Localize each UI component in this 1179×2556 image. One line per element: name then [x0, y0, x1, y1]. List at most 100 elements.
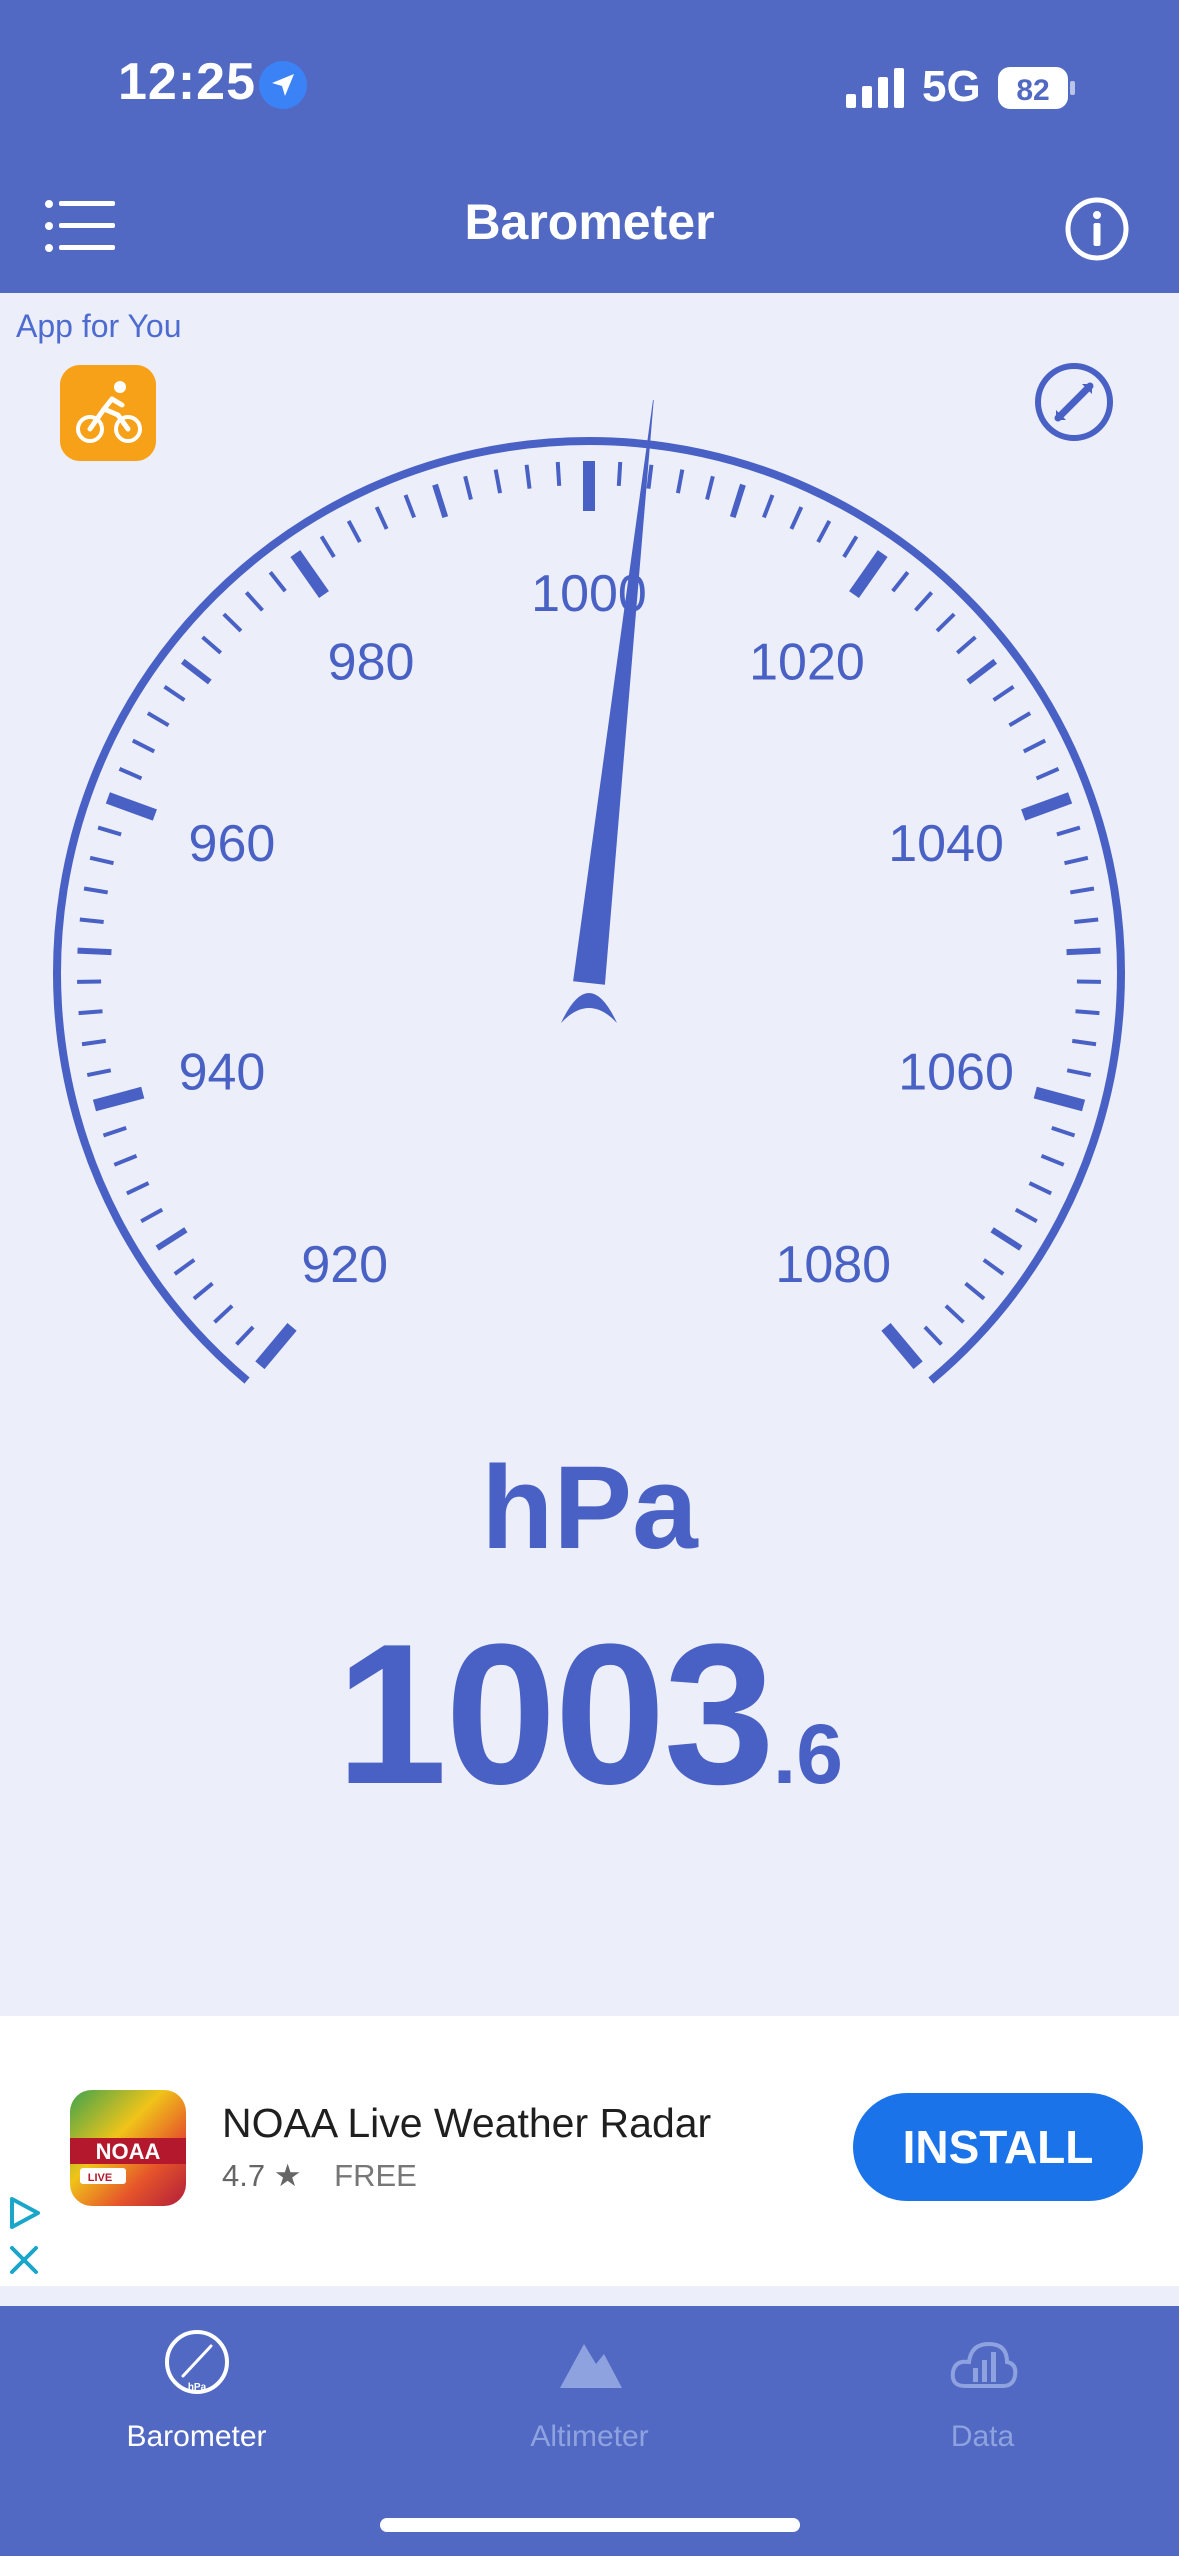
pressure-reading-fraction: .6 — [772, 1707, 843, 1801]
gauge-minor-tick — [816, 519, 832, 544]
gauge-minor-tick — [403, 494, 416, 519]
gauge-minor-tick — [244, 591, 264, 612]
gauge-minor-tick — [155, 1227, 188, 1251]
gauge-minor-tick — [463, 475, 473, 500]
gauge-minor-tick — [646, 464, 654, 489]
noaa-icon-tag: LIVE — [88, 2172, 112, 2184]
gauge-minor-tick — [493, 469, 503, 494]
gauge-minor-tick — [1051, 1125, 1076, 1138]
cycling-app-icon[interactable] — [60, 365, 156, 461]
gauge-major-tick — [290, 550, 329, 598]
gauge-minor-tick — [966, 658, 998, 685]
gauge-major-tick — [849, 550, 888, 598]
status-time: 12:25 — [118, 53, 256, 111]
ad-app-name[interactable]: NOAA Live Weather Radar — [222, 2100, 712, 2146]
noaa-app-icon[interactable]: NOAA LIVE — [70, 2090, 186, 2206]
ad-app-meta: 4.7 ★ FREE — [222, 2158, 417, 2194]
gauge-minor-tick — [319, 535, 336, 558]
gauge-minor-tick — [81, 1038, 107, 1047]
gauge-minor-tick — [163, 685, 186, 702]
gauge-tick-label: 920 — [301, 1236, 388, 1294]
gauge-tick-label: 960 — [189, 815, 276, 873]
gauge-minor-tick — [891, 571, 910, 593]
gauge-needle-tail — [561, 993, 617, 1023]
gauge-minor-tick — [374, 506, 389, 530]
star-icon: ★ — [273, 2158, 302, 2193]
cellular-signal-icon — [846, 68, 904, 108]
tab-data[interactable]: Data — [786, 2306, 1179, 2516]
gauge-minor-tick — [268, 571, 287, 593]
gauge-minor-tick — [346, 519, 362, 544]
mountain-icon — [560, 2344, 622, 2388]
gauge-minor-tick — [1074, 917, 1099, 924]
gauge-minor-tick — [1014, 1207, 1038, 1223]
gauge-minor-tick — [944, 1304, 965, 1324]
gauge-minor-tick — [1064, 855, 1089, 866]
gauge-minor-tick — [213, 1304, 234, 1324]
adchoices-icon[interactable] — [6, 2195, 42, 2231]
tab-barometer[interactable]: hPa Barometer — [0, 2306, 393, 2516]
cloud-chart-icon — [950, 2341, 1018, 2388]
gauge-major-tick — [105, 792, 157, 821]
gauge-minor-tick — [97, 825, 122, 837]
gauge-minor-tick — [923, 1325, 943, 1346]
gauge-minor-tick — [432, 483, 449, 519]
gauge-minor-tick — [982, 1258, 1005, 1276]
ad-price: FREE — [334, 2158, 417, 2193]
tab-bar: hPa Barometer Altimeter Data — [0, 2306, 1179, 2556]
gauge-minor-tick — [555, 461, 562, 487]
gauge-rim — [53, 437, 1125, 1384]
gauge-minor-tick — [113, 1153, 138, 1167]
gauge-minor-tick — [77, 947, 112, 956]
gauge-minor-tick — [729, 483, 746, 519]
gauge-minor-tick — [173, 1258, 196, 1276]
page-title: Barometer — [464, 194, 715, 250]
gauge-minor-tick — [78, 1009, 103, 1016]
gauge-major-tick — [1021, 792, 1073, 821]
gauge-minor-tick — [964, 1281, 986, 1301]
gauge-ticks — [77, 461, 1101, 1370]
gauge-minor-tick — [146, 711, 170, 728]
gauge-major-tick — [255, 1323, 297, 1370]
gauge-minor-tick — [992, 685, 1015, 702]
gauge-minor-tick — [762, 494, 775, 519]
network-type: 5G — [922, 62, 981, 111]
gauge-minor-tick — [86, 1068, 112, 1078]
gauge-major-tick — [92, 1086, 145, 1112]
gauge-minor-tick — [1056, 825, 1081, 837]
tab-altimeter[interactable]: Altimeter — [393, 2306, 786, 2516]
gauge-major-tick — [1033, 1086, 1086, 1112]
gauge-tick-label: 1020 — [749, 634, 865, 692]
gauge-minor-tick — [914, 591, 934, 612]
ad-close-icon[interactable] — [6, 2242, 42, 2278]
gauge-minor-tick — [131, 738, 156, 754]
gauge-minor-tick — [789, 506, 804, 530]
gauge-tick-label: 1040 — [888, 815, 1004, 873]
noaa-icon-badge: NOAA — [96, 2139, 161, 2164]
gauge-minor-tick — [180, 658, 212, 685]
gauge-minor-tick — [842, 535, 859, 558]
app-for-you-label: App for You — [16, 308, 182, 344]
gauge-minor-tick — [990, 1227, 1023, 1251]
gauge-minor-tick — [1022, 738, 1047, 754]
calibrate-icon[interactable] — [1032, 360, 1116, 444]
gauge-minor-tick — [140, 1207, 164, 1223]
barometer-tab-icon: hPa — [165, 2330, 229, 2394]
info-icon[interactable] — [1064, 196, 1130, 262]
pressure-unit: hPa — [481, 1442, 698, 1574]
gauge-minor-tick — [616, 461, 623, 487]
gauge-minor-tick — [222, 612, 243, 633]
gauge-minor-tick — [1071, 1038, 1097, 1047]
gauge-tick-label: 1080 — [775, 1236, 891, 1294]
menu-icon[interactable] — [45, 198, 117, 254]
install-button[interactable]: INSTALL — [853, 2093, 1143, 2201]
gauge-minor-tick — [1075, 1009, 1100, 1016]
gauge-minor-tick — [102, 1125, 127, 1138]
gauge-minor-tick — [126, 1181, 150, 1196]
gauge-minor-tick — [675, 469, 685, 494]
pressure-reading: 1003.6 — [0, 1600, 1179, 1830]
gauge-minor-tick — [83, 886, 109, 895]
gauge-minor-tick — [1028, 1181, 1052, 1196]
gauge-major-tick — [881, 1323, 923, 1370]
